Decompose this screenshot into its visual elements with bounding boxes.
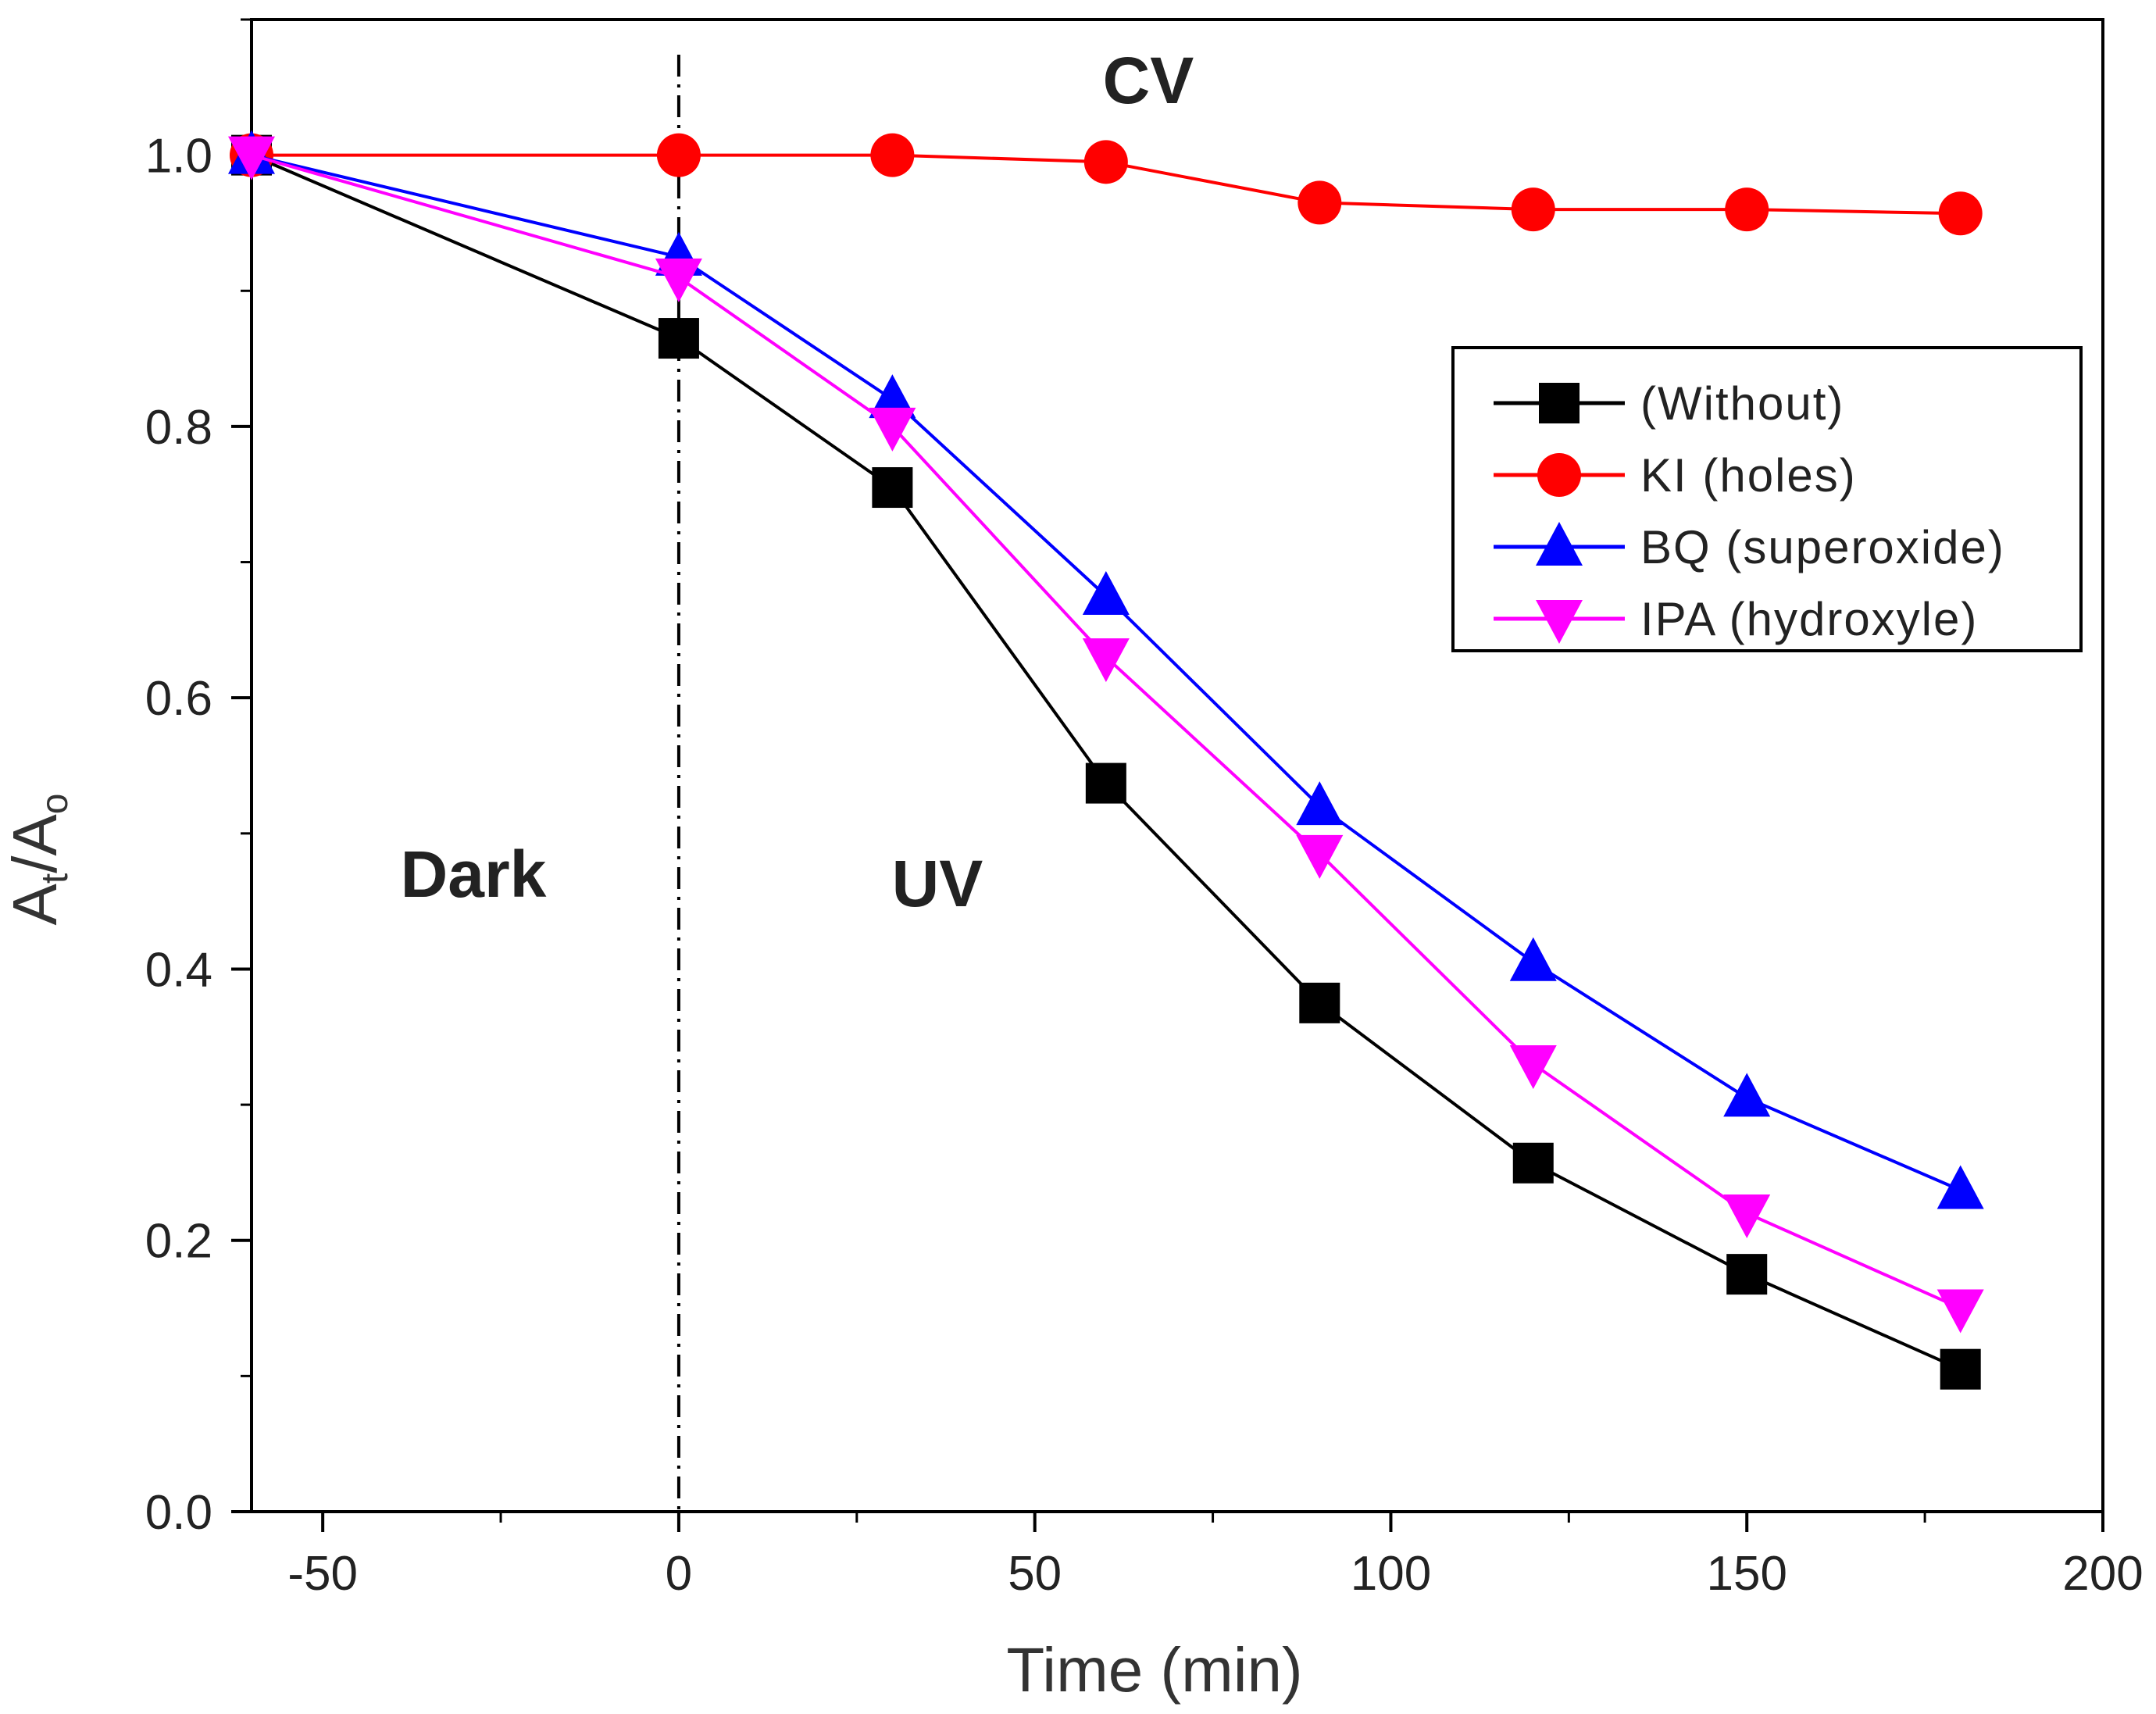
series-0 <box>231 134 1981 1390</box>
data-point <box>1082 638 1130 683</box>
series-2 <box>228 130 1984 1209</box>
y-tick-label: 0.6 <box>145 672 212 726</box>
legend-marker <box>1539 383 1580 423</box>
series-line <box>251 153 1961 1371</box>
data-point <box>1723 1194 1771 1238</box>
data-point <box>1512 1142 1554 1184</box>
y-tick-label: 0.8 <box>145 401 212 455</box>
plot-border <box>250 18 2104 1513</box>
data-point <box>869 374 916 419</box>
annotation-uv: UV <box>892 847 983 920</box>
y-axis-title-sub-o: o <box>34 794 76 815</box>
series-line <box>252 153 1961 216</box>
data-point <box>228 136 275 180</box>
data-point <box>1725 187 1769 232</box>
y-axis-title-main: A <box>0 884 70 926</box>
series-layer <box>228 130 1984 1390</box>
series-3 <box>228 136 1984 1334</box>
data-point <box>1299 982 1340 1023</box>
y-tick-label: 1.0 <box>145 130 212 184</box>
x-tick-label: -50 <box>287 1547 358 1601</box>
plot-frame <box>250 18 2104 1513</box>
data-point <box>1940 1348 1981 1390</box>
data-point <box>656 133 701 177</box>
series-line <box>251 153 1961 1192</box>
legend: (Without) KI (holes) BQ (superoxide) IPA (h… <box>1451 346 2083 652</box>
data-point <box>1938 191 1983 236</box>
legend-marker <box>1536 600 1583 644</box>
data-point <box>658 318 699 359</box>
legend-label: IPA (hydroxyle) <box>1640 593 1978 645</box>
legend-marker <box>1537 453 1581 497</box>
y-axis-title-main-2: A <box>0 814 70 856</box>
legend-label: (Without) <box>1640 377 1844 430</box>
data-point <box>1936 1165 1984 1209</box>
data-point <box>1082 570 1130 615</box>
y-tick-label: 0.4 <box>145 943 212 997</box>
data-point <box>1296 781 1344 826</box>
legend-label: KI (holes) <box>1640 449 1857 502</box>
annotation-dark: Dark <box>401 837 547 911</box>
x-tick-label: 100 <box>1351 1547 1431 1601</box>
y-axis-title: At/Ao <box>0 794 76 926</box>
x-tick-label: 0 <box>666 1547 692 1601</box>
legend-label: BQ (superoxide) <box>1640 521 2005 573</box>
data-point <box>1509 1045 1557 1089</box>
data-point <box>1723 1073 1771 1117</box>
y-tick-label: 0.0 <box>145 1486 212 1540</box>
data-point <box>872 467 913 509</box>
data-point <box>869 407 916 452</box>
y-axis-ticks: 0.0 0.2 0.4 0.6 0.8 1.0 <box>145 18 252 1540</box>
series-line <box>251 153 1961 1310</box>
x-axis-ticks: -50 0 50 100 150 200 <box>287 1512 2144 1601</box>
y-tick-label: 0.2 <box>145 1215 212 1269</box>
x-tick-label: 200 <box>2062 1547 2143 1601</box>
svg-text:At/Ao: At/Ao <box>0 794 76 926</box>
data-point <box>1936 1289 1984 1334</box>
data-point <box>655 258 702 302</box>
y-axis-title-sub-t: t <box>34 873 76 884</box>
x-tick-label: 150 <box>1707 1547 1787 1601</box>
data-point <box>870 133 915 177</box>
data-point <box>1085 762 1126 804</box>
annotation-cv: CV <box>1103 44 1194 117</box>
data-point <box>1726 1254 1768 1295</box>
x-axis-title: Time (min) <box>1006 1635 1302 1705</box>
data-point <box>1298 180 1342 225</box>
x-tick-label: 50 <box>1008 1547 1062 1601</box>
data-point <box>1509 937 1557 981</box>
legend-marker <box>1536 522 1583 566</box>
data-point <box>1083 140 1128 184</box>
data-point <box>1511 187 1555 232</box>
data-point <box>1296 834 1344 879</box>
